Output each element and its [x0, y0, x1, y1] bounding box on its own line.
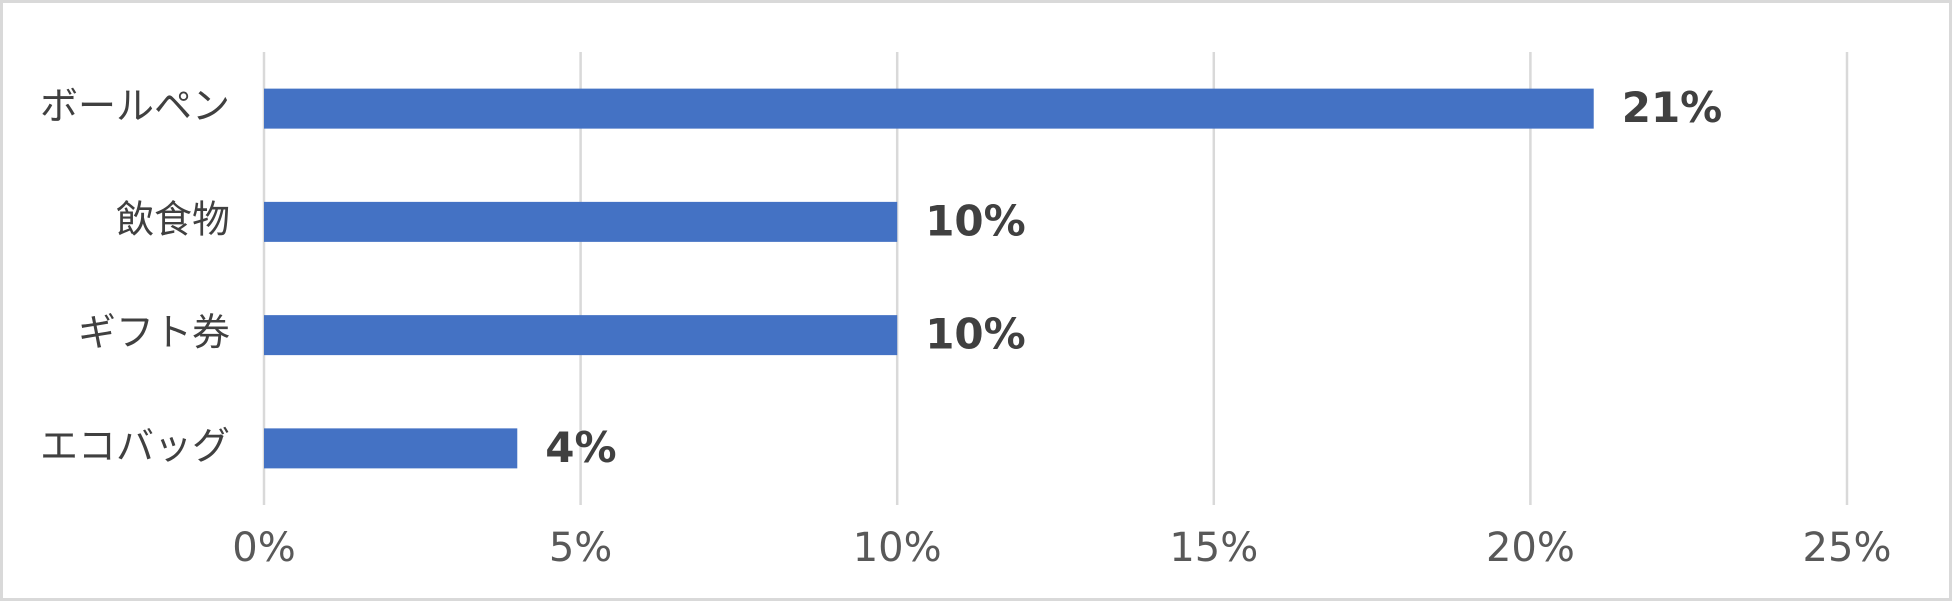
y-tick-label: ボールペン [40, 84, 230, 128]
value-label: 4% [545, 423, 616, 472]
value-label: 10% [925, 310, 1026, 359]
bar [264, 428, 518, 469]
x-tick-label: 15% [1169, 525, 1258, 571]
y-tick-label: ギフト券 [78, 311, 230, 355]
x-tick-label: 25% [1803, 525, 1892, 571]
value-label: 21% [1622, 83, 1723, 132]
y-tick-label: エコバッグ [40, 424, 230, 468]
bar [264, 201, 898, 242]
y-tick-label: 飲食物 [116, 197, 230, 241]
x-tick-label: 5% [549, 525, 612, 571]
bar [264, 88, 1594, 129]
x-tick-label: 0% [232, 525, 295, 571]
value-label: 10% [925, 196, 1026, 245]
bar [264, 315, 898, 356]
x-tick-label: 20% [1486, 525, 1575, 571]
x-tick-label: 10% [853, 525, 942, 571]
